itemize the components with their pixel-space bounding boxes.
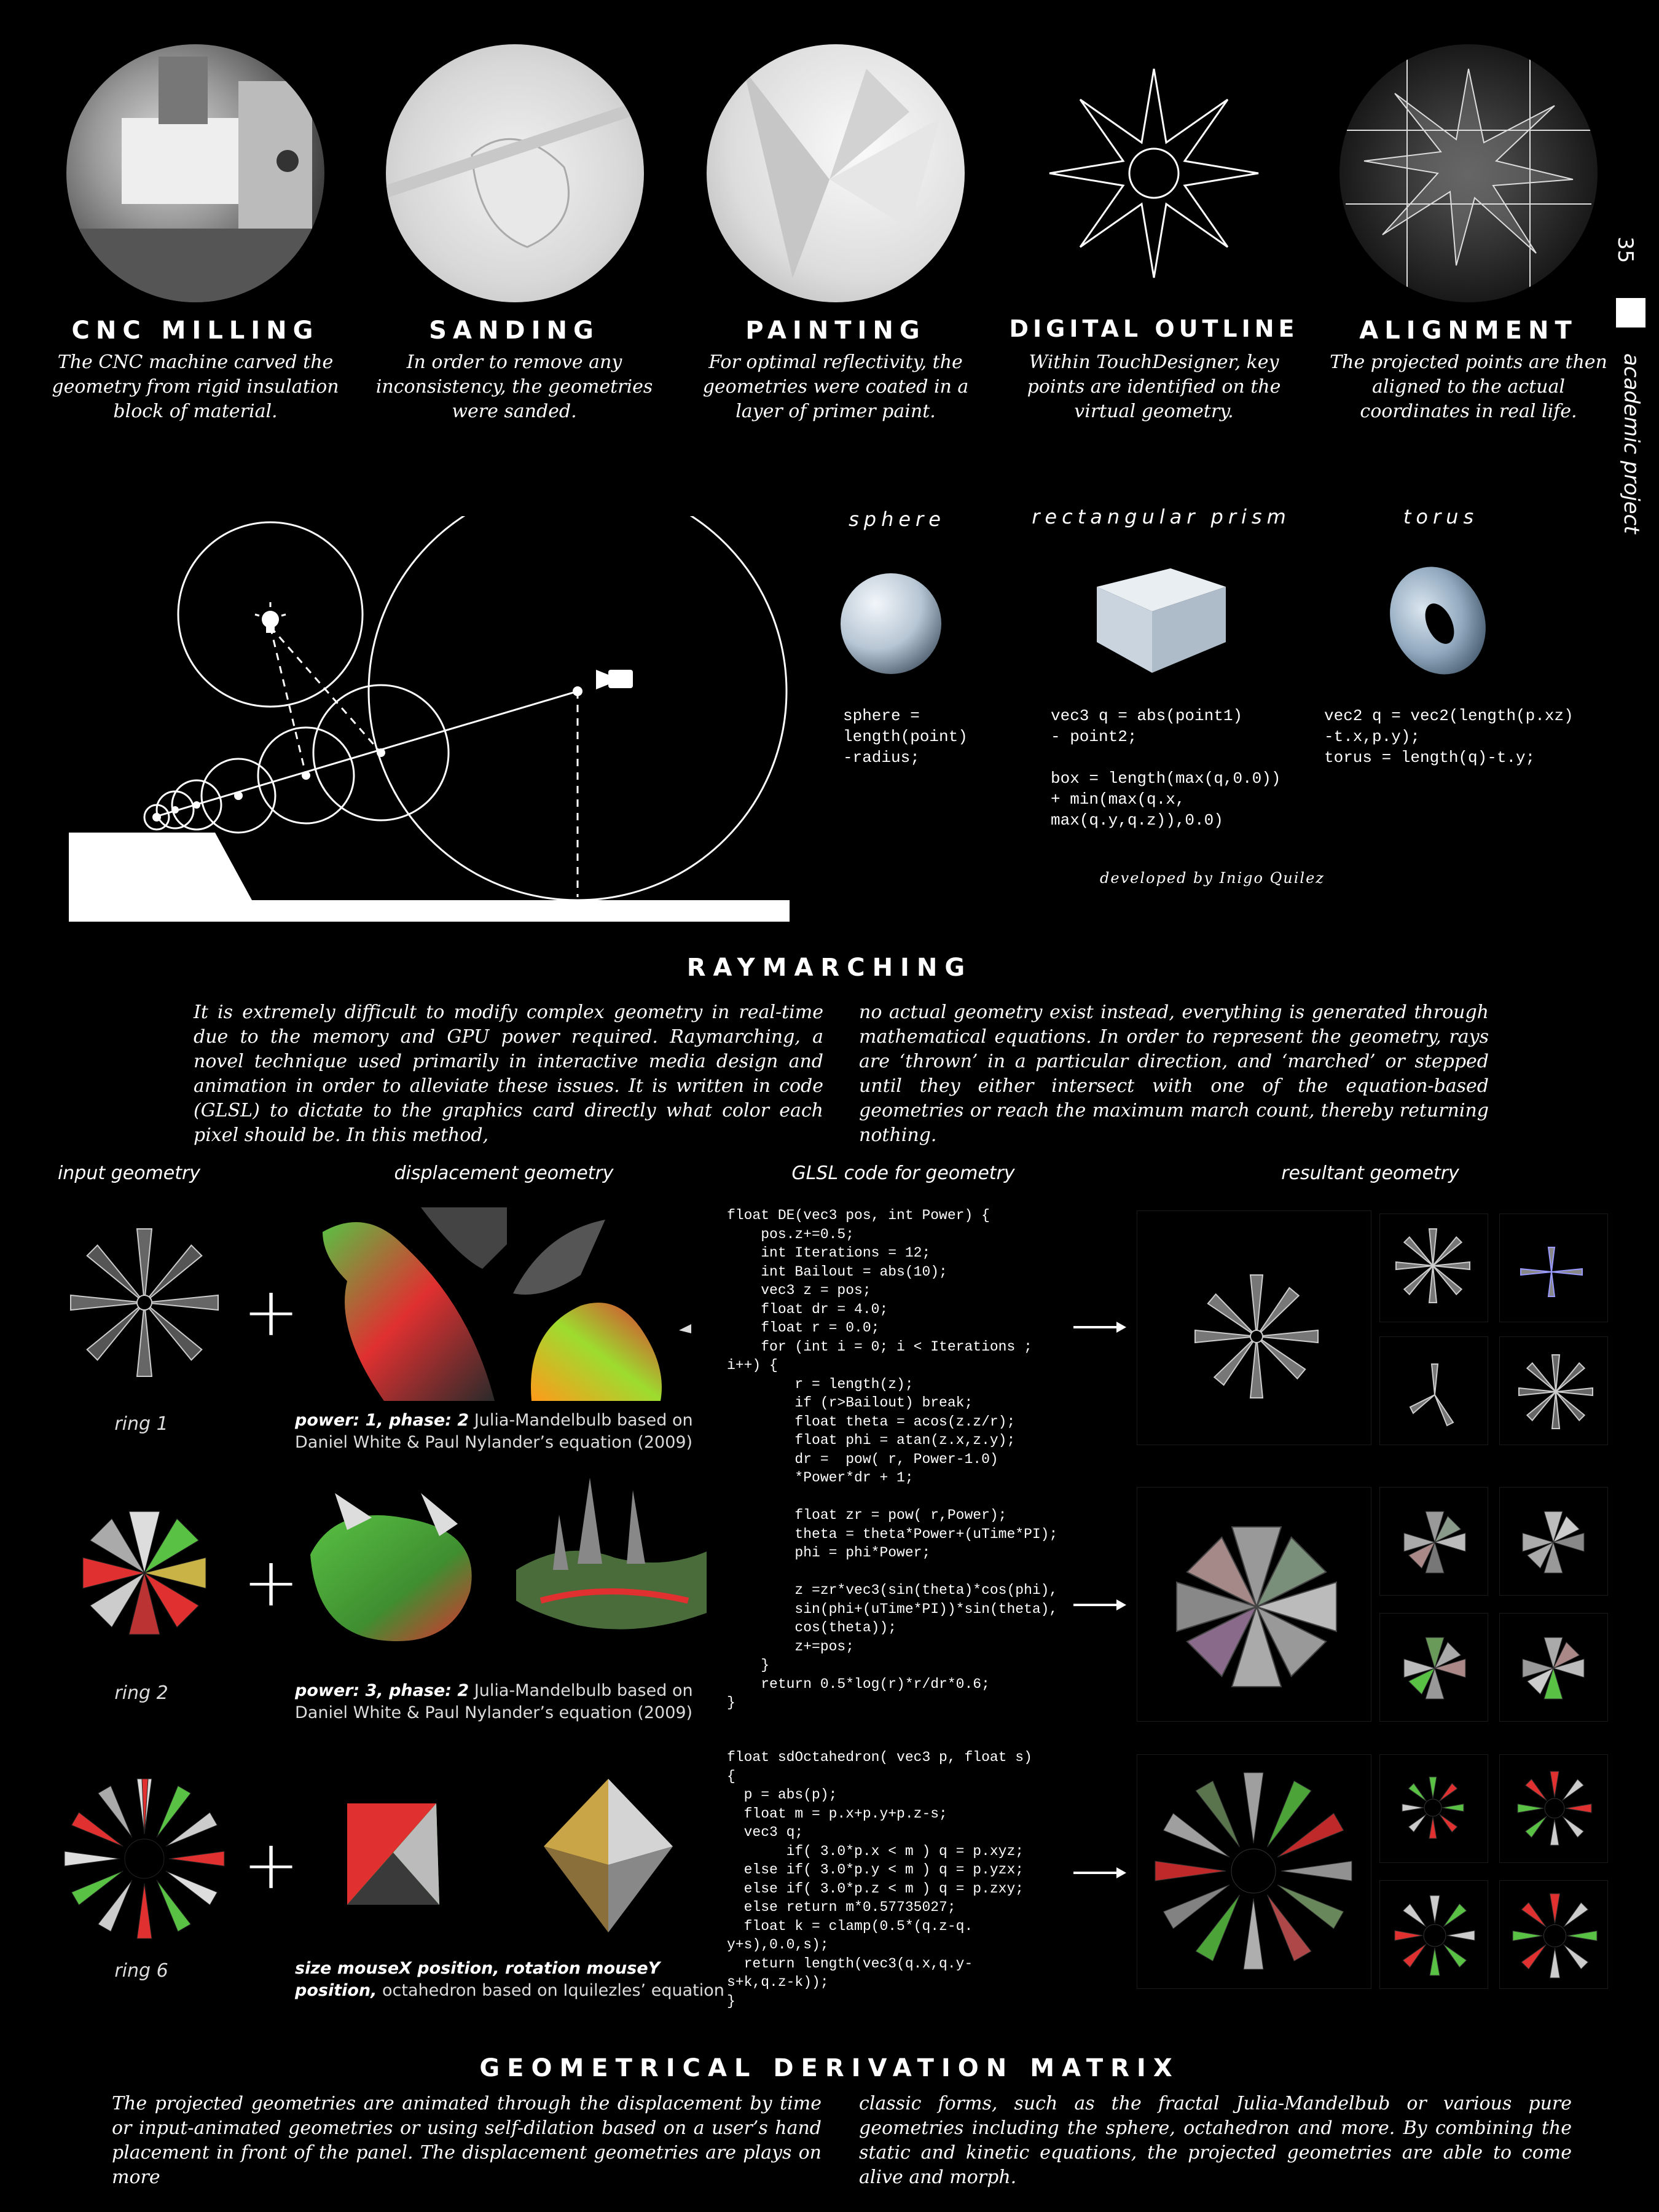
header-displacement-geometry: displacement geometry: [394, 1163, 614, 1184]
side-marker: [1616, 298, 1645, 327]
ring6-result-small-3: [1394, 1895, 1475, 1976]
step-desc-sanding: In order to remove any inconsistency, th…: [375, 351, 653, 422]
ring1-result-small-1-frame: [1379, 1214, 1488, 1322]
raymarching-diagram: [69, 516, 790, 922]
painting-photo: [707, 44, 965, 302]
ring6-result-small-2-frame: [1499, 1754, 1608, 1863]
ring1-result-small-3: [1409, 1363, 1454, 1427]
ring2-result-small-2: [1522, 1511, 1585, 1574]
ring6-caption: size mouseX position, rotation mouseY po…: [295, 1959, 724, 2000]
ring2-arrow: [1073, 1599, 1126, 1610]
octahedron-render-a: [347, 1803, 439, 1905]
ring6-result-main: [1155, 1772, 1352, 1970]
code-torus: vec2 q = vec2(length(p.xz) -t.x,p.y); to…: [1324, 707, 1574, 767]
ring6-plus: +: [243, 1826, 300, 1904]
ring6-result-small-1-frame: [1379, 1754, 1488, 1863]
code-sphere: sphere = length(point) -radius;: [843, 707, 968, 767]
ring1-caption: power: 1, phase: 2 Julia-Mandelbulb base…: [295, 1411, 693, 1452]
ring6-result-frame: [1137, 1754, 1371, 1989]
ring2-label: ring 2: [114, 1682, 168, 1704]
step-title-painting: PAINTING: [745, 316, 926, 345]
matrix-left: The projected geometries are animated th…: [112, 2093, 822, 2188]
step-desc-painting: For optimal reflectivity, the geometries…: [702, 351, 969, 422]
code-prism: vec3 q = abs(point1) - point2; box = len…: [1051, 707, 1281, 830]
ring1-result-small-3-frame: [1379, 1336, 1488, 1445]
side-label: academic project: [1619, 353, 1644, 534]
ring2-result-main: [1176, 1526, 1337, 1687]
ring2-input-render: [82, 1511, 206, 1635]
ring1-plus: +: [243, 1273, 300, 1351]
ring1-result-small-2-frame: [1499, 1214, 1608, 1322]
ring2-caption: power: 3, phase: 2 Julia-Mandelbulb base…: [295, 1681, 693, 1722]
ring2-result-small-3: [1403, 1637, 1466, 1700]
ring2-result-frame: [1137, 1487, 1371, 1722]
prism-render: [1097, 568, 1226, 673]
matrix-title: GEOMETRICAL DERIVATION MATRIX: [479, 2054, 1180, 2082]
glsl-octahedron: float sdOctahedron( vec3 p, float s) { p…: [727, 1749, 1032, 2009]
ring1-result-small-4-frame: [1499, 1336, 1608, 1445]
ring2-result-small-4-frame: [1499, 1613, 1608, 1722]
raymarching-title: RAYMARCHING: [686, 954, 973, 982]
primitive-title-prism: rectangular prism: [1032, 505, 1291, 528]
ring2-result-small-2-frame: [1499, 1487, 1608, 1596]
primitive-title-torus: torus: [1403, 505, 1479, 528]
step-title-cnc: CNC MILLING: [71, 316, 320, 345]
ring6-input-render: [64, 1778, 225, 1939]
alignment-photo: [1339, 44, 1598, 302]
ring6-result-small-4: [1512, 1893, 1598, 1979]
ring1-displacement-render-b: [513, 1220, 691, 1401]
ring2-result-small-3-frame: [1379, 1613, 1488, 1722]
step-title-sanding: SANDING: [429, 316, 600, 345]
step-title-digital-outline: DIGITAL OUTLINE: [1009, 315, 1299, 342]
ring1-displacement-render-a: [323, 1207, 507, 1401]
page-number: 35: [1613, 237, 1637, 264]
matrix-right: classic forms, such as the fractal Julia…: [859, 2093, 1572, 2188]
step-title-alignment: ALIGNMENT: [1359, 316, 1578, 345]
ring2-result-small-4: [1522, 1637, 1585, 1700]
sanding-photo: [386, 44, 644, 302]
ring2-displacement-render-a: [310, 1493, 472, 1641]
ring6-label: ring 6: [114, 1960, 168, 1982]
torus-render: [1390, 567, 1486, 675]
ring6-result-small-2: [1517, 1771, 1592, 1846]
sphere-render: [841, 573, 941, 674]
credit: developed by Inigo Quilez: [1100, 869, 1325, 887]
glsl-mandelbulb: float DE(vec3 pos, int Power) { pos.z+=0…: [727, 1207, 1058, 1711]
ring6-result-small-1: [1402, 1776, 1464, 1839]
step-desc-cnc: The CNC machine carved the geometry from…: [52, 351, 339, 422]
ring1-arrow: [1073, 1322, 1126, 1333]
ring1-label: ring 1: [114, 1413, 168, 1435]
ring2-plus: +: [243, 1543, 300, 1622]
ring1-input-render: [70, 1228, 219, 1377]
ring1-result-small-2: [1520, 1247, 1583, 1297]
digital-outline-photo: [1025, 44, 1283, 302]
header-glsl-code: GLSL code for geometry: [791, 1163, 1015, 1184]
ring2-result-small-1-frame: [1379, 1487, 1488, 1596]
header-input-geometry: input geometry: [57, 1163, 201, 1184]
step-desc-alignment: The projected points are then aligned to…: [1330, 351, 1607, 422]
ring2-result-small-1: [1403, 1511, 1466, 1574]
header-resultant-geometry: resultant geometry: [1281, 1163, 1459, 1184]
raymarching-left: It is extremely difficult to modify comp…: [194, 1002, 823, 1146]
ring6-arrow: [1073, 1867, 1126, 1878]
ring6-result-small-3-frame: [1379, 1880, 1488, 1989]
primitive-title-sphere: sphere: [849, 508, 946, 531]
ring1-result-small-4: [1518, 1354, 1593, 1429]
octahedron-render-b: [544, 1779, 673, 1932]
raymarching-right: no actual geometry exist instead, everyt…: [859, 1002, 1489, 1146]
ring6-result-small-4-frame: [1499, 1880, 1608, 1989]
step-desc-digital-outline: Within TouchDesigner, key points are ide…: [1027, 351, 1281, 422]
ring2-displacement-render-b: [516, 1478, 707, 1630]
ring1-result-main: [1194, 1274, 1319, 1398]
ring1-result-small-1: [1395, 1228, 1470, 1303]
ring1-result-frame: [1137, 1210, 1371, 1445]
cnc-milling-photo: [66, 44, 324, 302]
